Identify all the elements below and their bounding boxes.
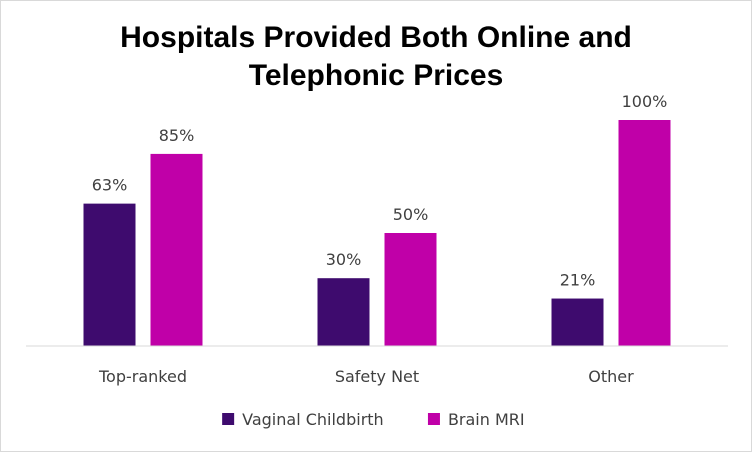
bar-top-ranked-vaginal-childbirth	[83, 203, 136, 346]
chart-title-line-1: Hospitals Provided Both Online and	[120, 21, 632, 54]
legend-swatch	[427, 413, 440, 425]
data-label: 50%	[393, 205, 429, 224]
legend-label: Brain MRI	[448, 410, 525, 429]
data-label: 63%	[92, 176, 128, 195]
category-label: Top-ranked	[98, 367, 187, 386]
data-label: 85%	[159, 126, 195, 145]
chart-title: Hospitals Provided Both Online and Telep…	[1, 19, 751, 95]
legend-swatch	[222, 413, 235, 425]
category-label: Other	[588, 367, 634, 386]
bar-top-ranked-brain-mri	[150, 153, 203, 346]
bar-other-brain-mri	[618, 120, 671, 346]
legend-label: Vaginal Childbirth	[242, 410, 384, 429]
data-label: 21%	[560, 271, 596, 290]
bar-other-vaginal-childbirth	[551, 298, 604, 346]
chart-title-line-2: Telephonic Prices	[248, 59, 504, 92]
bar-safety-net-brain-mri	[384, 233, 437, 346]
category-label: Safety Net	[335, 367, 419, 386]
data-label: 30%	[326, 250, 362, 269]
bar-safety-net-vaginal-childbirth	[317, 278, 370, 346]
data-label: 100%	[622, 92, 668, 111]
